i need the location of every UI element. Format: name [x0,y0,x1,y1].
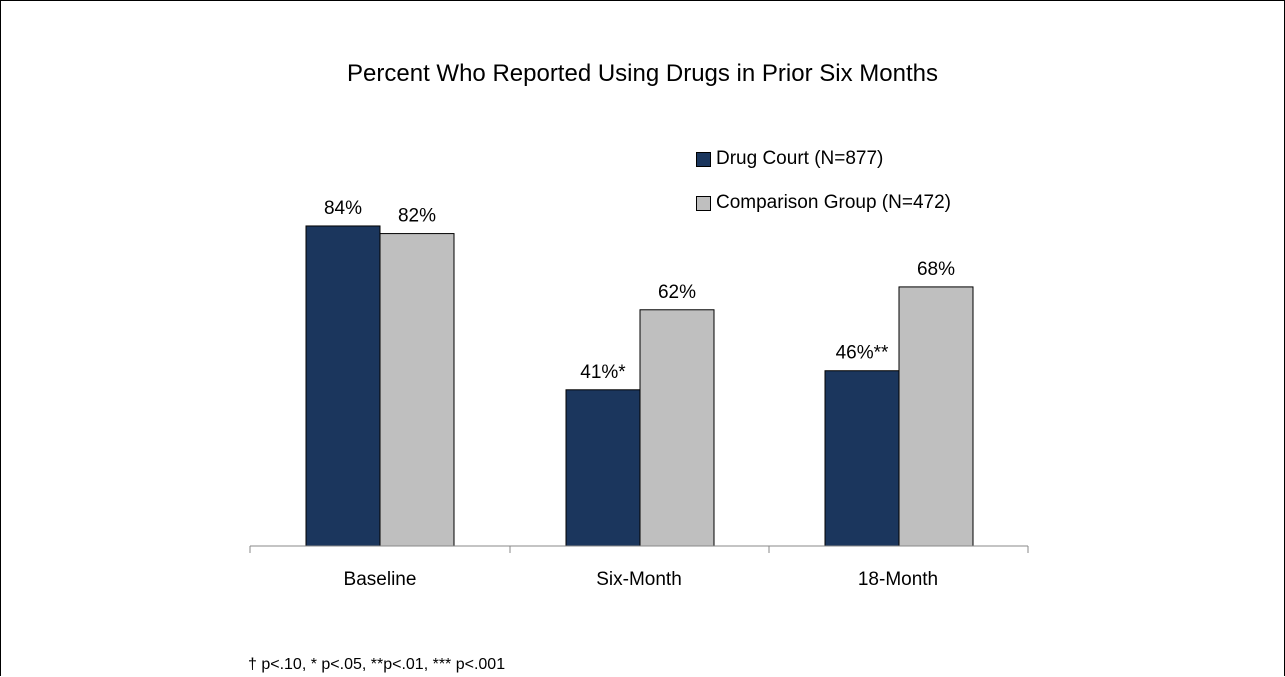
legend-item-drug-court: Drug Court (N=877) [696,145,951,173]
legend: Drug Court (N=877) Comparison Group (N=4… [696,145,951,233]
data-label-comparison-18-month: 68% [917,259,955,280]
bar-comparison-six-month [639,309,715,547]
x-tick-label-baseline: Baseline [344,569,417,590]
data-label-drug-court-six-month: 41%* [580,362,626,383]
bar-drug-court-18-month [824,370,900,547]
legend-label-comparison-group: Comparison Group (N=472) [716,192,951,213]
significance-footnote: † p<.10, * p<.05, **p<.01, *** p<.001 [248,656,506,673]
x-tick-label-18-month: 18-Month [858,569,938,590]
bar-comparison-18-month [898,286,974,547]
legend-swatch-drug-court [696,151,711,167]
data-label-comparison-baseline: 82% [398,206,436,227]
chart-title: Percent Who Reported Using Drugs in Prio… [347,60,938,87]
bar-drug-court-baseline [305,225,381,547]
legend-swatch-comparison-group [696,195,711,211]
legend-label-drug-court: Drug Court (N=877) [716,148,884,169]
data-label-drug-court-baseline: 84% [324,198,362,219]
legend-item-comparison-group: Comparison Group (N=472) [696,189,951,217]
x-tick-label-six-month: Six-Month [596,569,682,590]
data-label-drug-court-18-month: 46%** [836,343,889,364]
data-label-comparison-six-month: 62% [658,282,696,303]
bar-drug-court-six-month [565,389,641,547]
bar-comparison-baseline [379,233,455,547]
